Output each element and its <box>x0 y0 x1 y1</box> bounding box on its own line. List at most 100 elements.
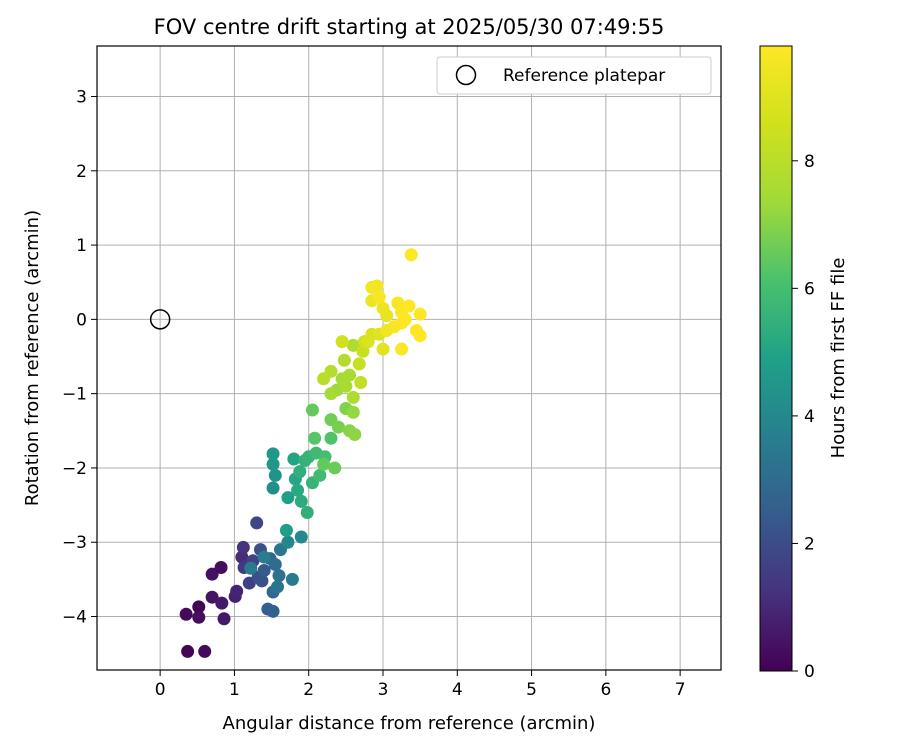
colorbar-ticks: 0 2 4 6 8 <box>792 152 815 682</box>
legend-marker <box>455 64 477 86</box>
data-point <box>402 299 416 313</box>
data-point <box>376 301 390 315</box>
data-point <box>214 560 228 574</box>
data-point <box>339 379 353 393</box>
y-axis-ticks: −4 −3 −2 −1 0 1 2 3 <box>62 88 97 628</box>
data-point <box>179 607 193 621</box>
data-point <box>230 584 244 598</box>
data-point <box>352 357 366 371</box>
plot-frame <box>96 45 722 671</box>
data-points <box>179 248 427 658</box>
colorbar-tick-label: 0 <box>804 662 815 682</box>
data-point <box>361 335 375 349</box>
x-tick-label: 3 <box>378 680 389 700</box>
colorbar-tick-label: 6 <box>804 279 815 299</box>
y-tick-label: −4 <box>62 608 87 628</box>
data-point <box>205 567 219 581</box>
data-point <box>370 279 384 293</box>
data-point <box>293 465 307 479</box>
colorbar-gradient <box>759 45 793 672</box>
y-tick-label: −2 <box>62 459 87 479</box>
x-axis-label: Angular distance from reference (arcmin) <box>223 713 596 734</box>
colorbar: 0 2 4 6 8 Hours from first FF file <box>759 45 849 682</box>
data-point <box>266 447 280 461</box>
data-point <box>281 535 295 549</box>
legend: Reference platepar <box>436 56 712 95</box>
y-tick-label: 3 <box>76 88 87 108</box>
data-point <box>257 550 271 564</box>
data-point <box>335 335 349 349</box>
data-point <box>268 468 282 482</box>
data-point <box>192 610 206 624</box>
data-point <box>279 523 293 537</box>
x-tick-label: 4 <box>452 680 463 700</box>
data-point <box>198 644 212 658</box>
data-point <box>255 574 269 588</box>
data-point <box>266 457 280 471</box>
data-point <box>356 344 370 358</box>
data-point <box>346 390 360 404</box>
legend-box <box>436 56 712 95</box>
data-point <box>294 530 308 544</box>
data-point <box>285 572 299 586</box>
x-tick-label: 1 <box>229 680 240 700</box>
data-point <box>215 596 229 610</box>
data-point <box>272 569 286 583</box>
data-point <box>376 342 390 356</box>
data-point <box>271 580 285 594</box>
data-point <box>305 403 319 417</box>
grid-lines <box>97 46 721 670</box>
colorbar-tick-label: 4 <box>804 407 815 427</box>
data-point <box>354 376 368 390</box>
x-tick-label: 6 <box>600 680 611 700</box>
data-point <box>348 428 362 442</box>
data-point <box>266 481 280 495</box>
data-point <box>291 483 305 497</box>
data-point <box>287 452 301 466</box>
data-point <box>181 644 195 658</box>
y-tick-label: −3 <box>62 533 87 553</box>
y-tick-label: −1 <box>62 385 87 405</box>
data-point <box>300 506 314 520</box>
data-point <box>308 431 322 445</box>
chart-title: FOV centre drift starting at 2025/05/30 … <box>154 15 665 39</box>
y-tick-label: 1 <box>76 236 87 256</box>
data-point <box>281 491 295 505</box>
data-point <box>317 372 331 386</box>
x-tick-label: 0 <box>155 680 166 700</box>
data-point <box>244 561 258 575</box>
data-point <box>268 558 282 572</box>
data-point <box>380 324 394 338</box>
y-axis-label: Rotation from reference (arcmin) <box>22 210 43 506</box>
data-point <box>205 590 219 604</box>
data-point <box>346 405 360 419</box>
data-point <box>313 468 327 482</box>
data-point <box>337 353 351 367</box>
data-point <box>328 461 342 475</box>
data-point <box>413 329 427 343</box>
data-point <box>395 342 409 356</box>
data-point <box>257 563 271 577</box>
y-tick-label: 0 <box>76 310 87 330</box>
y-tick-label: 2 <box>76 162 87 182</box>
colorbar-tick-label: 8 <box>804 152 815 172</box>
data-point <box>331 420 345 434</box>
data-point <box>250 516 264 530</box>
x-tick-label: 7 <box>675 680 686 700</box>
data-point <box>372 290 386 304</box>
data-point <box>236 540 250 554</box>
data-point <box>346 338 360 352</box>
data-point <box>217 612 231 626</box>
reference-point <box>149 309 171 330</box>
data-point <box>343 368 357 382</box>
data-point <box>266 604 280 618</box>
x-axis-ticks: 0 1 2 3 4 5 6 7 <box>155 670 686 700</box>
data-point <box>294 494 308 508</box>
legend-entry: Reference platepar <box>503 66 665 86</box>
x-tick-label: 5 <box>526 680 537 700</box>
data-point <box>192 600 206 614</box>
reference-marker <box>149 309 171 330</box>
data-point <box>404 248 418 262</box>
data-point <box>398 312 412 326</box>
